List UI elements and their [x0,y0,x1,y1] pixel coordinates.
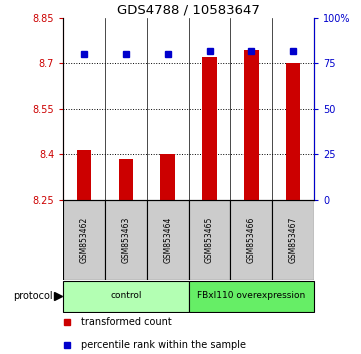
Text: GSM853463: GSM853463 [121,217,130,263]
Text: control: control [110,291,142,300]
Text: percentile rank within the sample: percentile rank within the sample [81,340,246,350]
Text: GSM853465: GSM853465 [205,217,214,263]
Bar [77,150,91,200]
Bar [63,281,188,312]
Bar [272,200,314,280]
Bar [202,57,217,200]
Bar [118,159,133,200]
Bar [160,154,175,200]
Bar [147,200,188,280]
Text: FBxl110 overexpression: FBxl110 overexpression [197,291,305,300]
Text: GSM853462: GSM853462 [79,217,88,263]
Text: GSM853466: GSM853466 [247,217,256,263]
Bar [244,50,259,200]
Text: GSM853464: GSM853464 [163,217,172,263]
Bar [188,200,230,280]
Bar [286,63,300,200]
Title: GDS4788 / 10583647: GDS4788 / 10583647 [117,4,260,17]
Text: transformed count: transformed count [81,317,172,327]
Bar [105,200,147,280]
Text: protocol: protocol [13,291,52,301]
Bar [188,281,314,312]
Bar [63,200,105,280]
Text: GSM853467: GSM853467 [289,217,298,263]
Bar [230,200,272,280]
